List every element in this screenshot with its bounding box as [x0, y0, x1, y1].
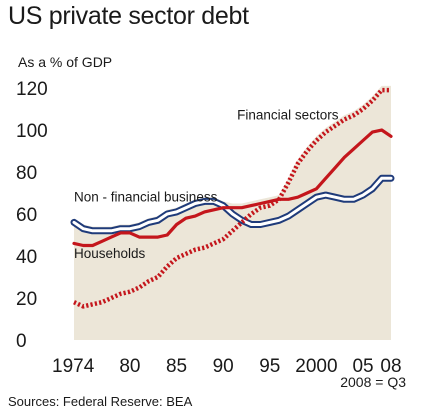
- data-note: 2008 = Q3: [340, 374, 406, 390]
- non-financial-business-line-inner: [72, 176, 393, 233]
- x-tick-label: 95: [259, 356, 280, 377]
- x-tick-label: 85: [166, 356, 187, 377]
- households-line: [72, 128, 393, 248]
- y-tick-label: 120: [16, 79, 48, 100]
- chart-title: US private sector debt: [8, 2, 249, 30]
- x-tick-label: 05: [352, 356, 373, 377]
- x-axis-ticks: 1974 80 85 90 95 2000 05 08: [52, 356, 402, 377]
- y-tick-label: 0: [16, 331, 27, 352]
- y-axis-ticks: 0 20 40 60 80 100 120: [16, 79, 48, 352]
- y-tick-label: 80: [16, 163, 37, 184]
- y-tick-label: 60: [16, 205, 37, 226]
- x-tick-label: 08: [380, 356, 401, 377]
- households-label: Households: [74, 246, 146, 261]
- financial-sectors-label: Financial sectors: [237, 108, 339, 123]
- series-labels: Financial sectors Non - financial busines…: [74, 108, 339, 262]
- y-tick-label: 40: [16, 247, 37, 268]
- non-financial-business-label: Non - financial business: [74, 189, 218, 204]
- x-tick-label: 90: [213, 356, 234, 377]
- source-note: Sources: Federal Reserve: BEA: [8, 394, 193, 409]
- financial-sectors-line: [73, 87, 391, 309]
- series-layer: [70, 87, 395, 309]
- x-tick-label: 80: [119, 356, 140, 377]
- x-tick-label: 2000: [295, 356, 337, 377]
- y-tick-label: 100: [16, 121, 48, 142]
- y-axis-label: As a % of GDP: [18, 54, 113, 70]
- y-tick-label: 20: [16, 289, 37, 310]
- x-tick-label: 1974: [52, 356, 95, 377]
